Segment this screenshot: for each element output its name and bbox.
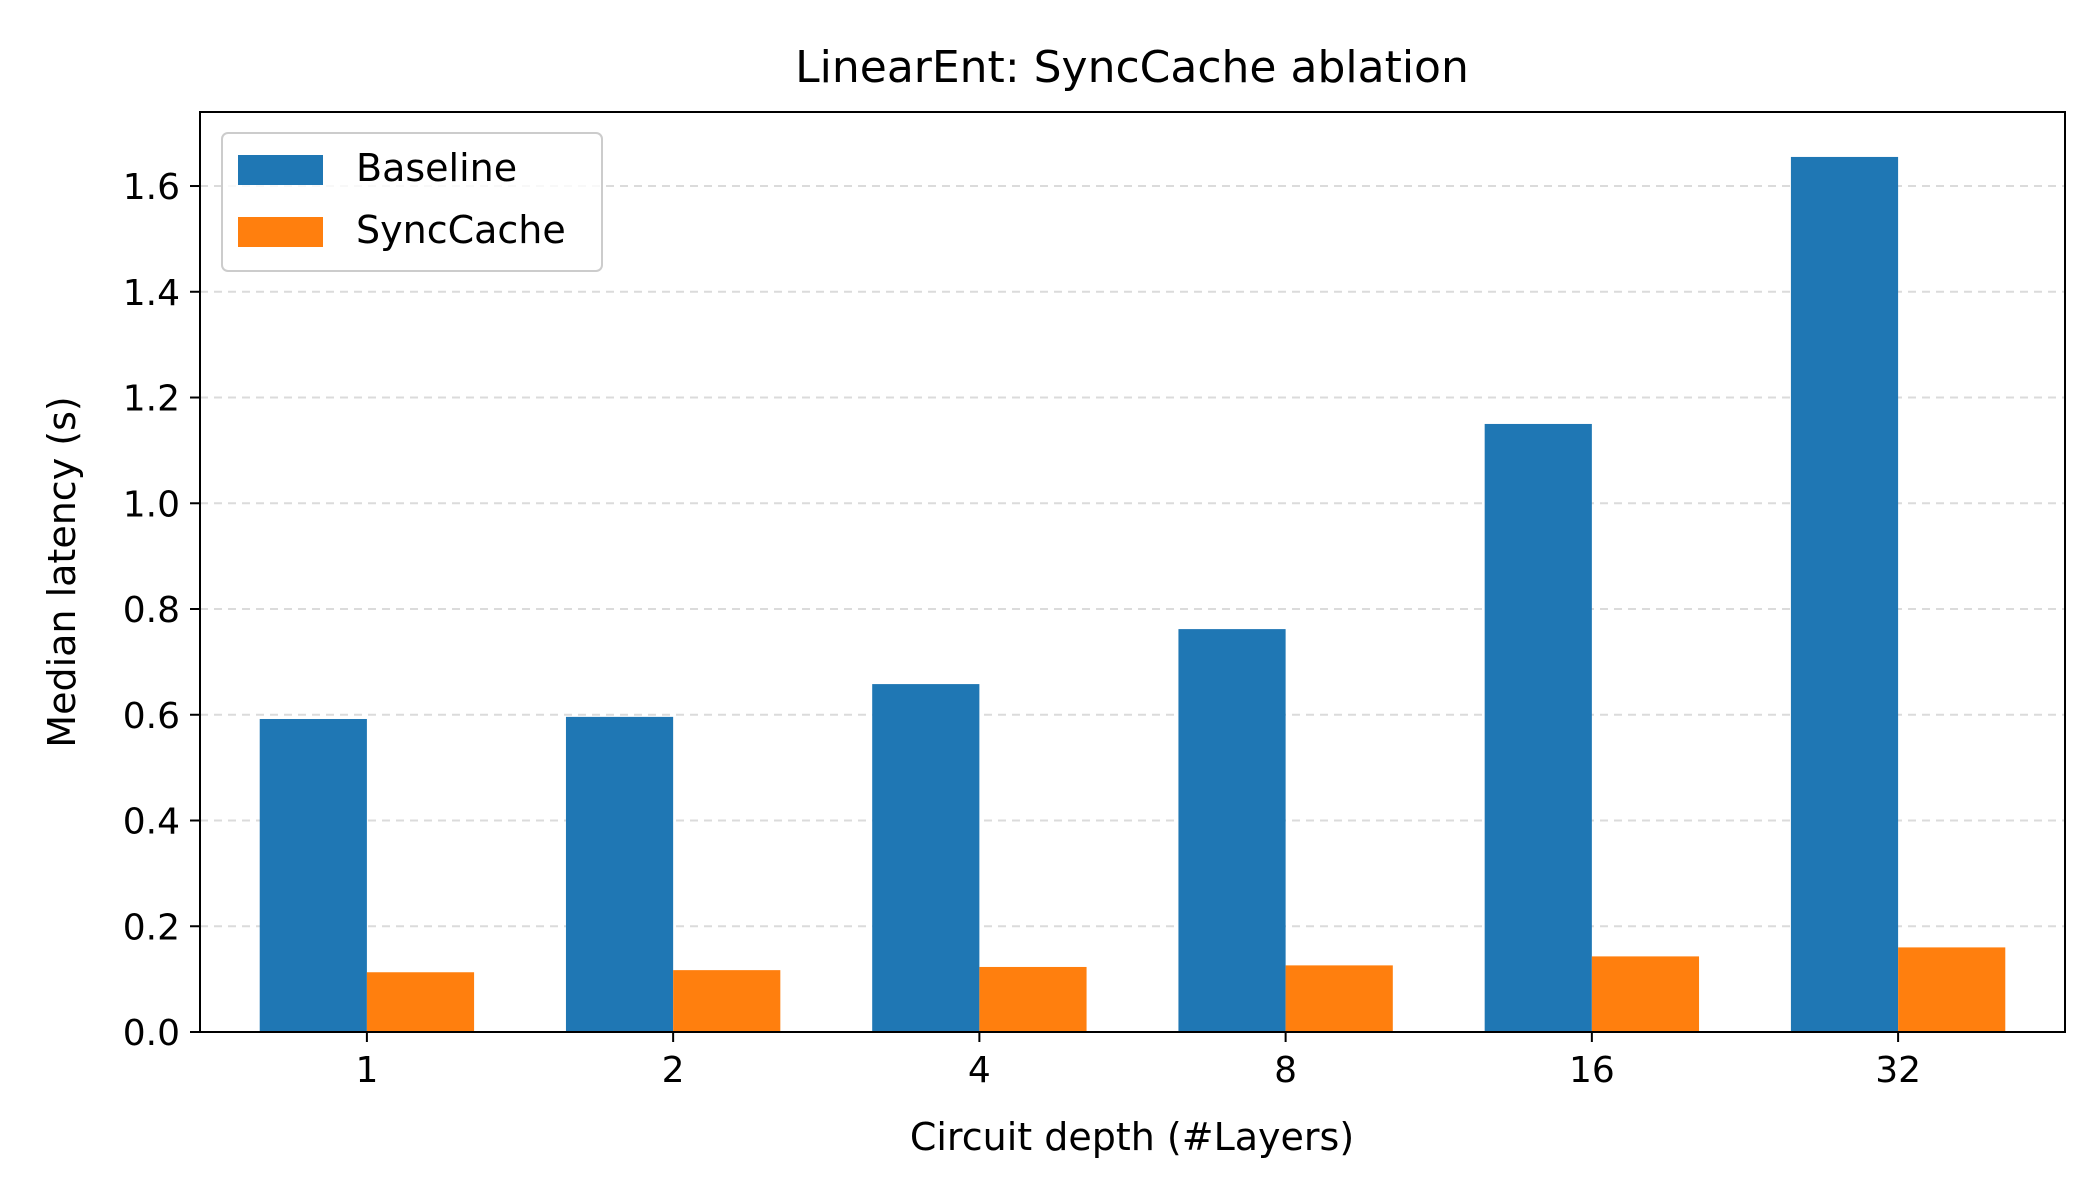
bar-synccache-2 — [673, 970, 781, 1032]
x-tick-label: 1 — [355, 1050, 378, 1091]
bar-baseline-2 — [565, 716, 674, 1032]
bar-baseline-32 — [1790, 156, 1899, 1033]
legend-label-baseline: Baseline — [356, 146, 517, 190]
chart-title: LinearEnt: SyncCache ablation — [795, 42, 1469, 93]
y-tick-label: 1.2 — [123, 379, 180, 420]
y-tick-label: 0.0 — [123, 1013, 180, 1054]
y-tick-label: 1.0 — [123, 484, 180, 525]
x-tick-label: 8 — [1274, 1050, 1297, 1091]
grid-lines — [200, 185, 2065, 928]
y-axis-label: Median latency (s) — [40, 396, 84, 747]
bar-synccache-8 — [1285, 965, 1393, 1032]
plot-frame — [199, 111, 2066, 1033]
bar-synccache-16 — [1591, 956, 1700, 1032]
bar-baseline-4 — [872, 684, 980, 1032]
axis-ticks: 0.0 0.2 0.4 0.6 0.8 1.0 1.2 1.4 1.6 1 2 4 8 16 32 — [123, 167, 1921, 1091]
bar-synccache-32 — [1898, 947, 2006, 1032]
x-axis-label: Circuit depth (#Layers) — [910, 1115, 1354, 1159]
y-tick-label: 1.6 — [123, 167, 180, 208]
y-tick-label: 0.6 — [123, 696, 180, 737]
x-tick-label: 32 — [1875, 1050, 1921, 1091]
x-tick-label: 2 — [662, 1050, 685, 1091]
x-tick-label: 4 — [968, 1050, 991, 1091]
x-tick-label: 16 — [1569, 1050, 1615, 1091]
y-tick-label: 0.2 — [123, 907, 180, 948]
y-tick-label: 1.4 — [123, 273, 180, 314]
bar-synccache-4 — [979, 966, 1087, 1032]
legend-swatch-synccache — [238, 217, 323, 247]
bar-baseline-8 — [1178, 629, 1286, 1032]
legend: Baseline SyncCache — [221, 132, 603, 272]
legend-label-synccache: SyncCache — [356, 208, 566, 252]
y-tick-label: 0.8 — [123, 590, 180, 631]
bar-baseline-1 — [259, 718, 367, 1032]
bars — [259, 156, 2006, 1033]
y-tick-label: 0.4 — [123, 802, 180, 843]
bar-synccache-1 — [366, 972, 475, 1032]
bar-baseline-16 — [1484, 423, 1592, 1033]
legend-swatch-baseline — [238, 155, 323, 185]
